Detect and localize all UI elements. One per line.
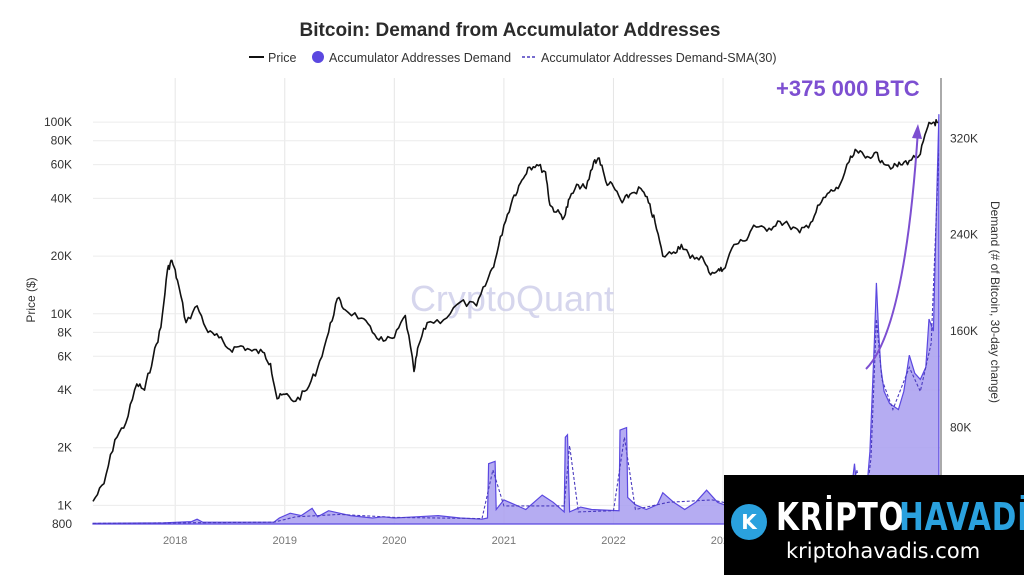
price-line (92, 119, 939, 502)
legend: Price Accumulator Addresses Demand Accum… (249, 51, 777, 65)
left-tick-label: 800 (52, 517, 72, 531)
brand-name-2: HAVADİS (899, 495, 1024, 539)
brand-banner: K KRİPTO HAVADİS kriptohavadis.com (724, 475, 1024, 575)
brand-name-1: KRİPTO (776, 495, 905, 539)
left-tick-label: 60K (51, 158, 72, 172)
x-tick-label: 2020 (382, 535, 406, 547)
legend-sma-label: Accumulator Addresses Demand-SMA(30) (541, 51, 777, 65)
left-axis: 100K 80K 60K 40K 20K 10K 8K 6K 4K 2K 1K 800 (44, 115, 72, 531)
right-tick-label: 160K (950, 324, 978, 338)
left-tick-label: 2K (57, 441, 72, 455)
right-axis-title: Demand (# of Bitcoin, 30-day change) (988, 201, 1002, 403)
demand-area (92, 114, 940, 525)
x-axis: 201820192020202120222023 (163, 535, 735, 547)
brand-logo-icon: K (731, 504, 767, 540)
growth-arrow (865, 129, 919, 370)
legend-demand-label: Accumulator Addresses Demand (329, 51, 511, 65)
annotation-label: +375 000 BTC (776, 76, 920, 101)
brand-url: kriptohavadis.com (786, 539, 981, 563)
x-tick-label: 2019 (273, 535, 297, 547)
right-tick-label: 80K (950, 421, 971, 435)
left-tick-label: 4K (57, 383, 72, 397)
left-tick-label: 100K (44, 115, 72, 129)
chart-title: Bitcoin: Demand from Accumulator Address… (300, 20, 721, 41)
left-tick-label: 10K (51, 307, 72, 321)
left-tick-label: 1K (57, 498, 72, 512)
growth-arrow-head (912, 124, 922, 139)
grid (93, 78, 940, 525)
right-axis: 320K 240K 160K 80K (950, 131, 978, 434)
left-tick-label: 6K (57, 349, 72, 363)
left-tick-label: 20K (51, 249, 72, 263)
watermark: CryptoQuant (410, 278, 614, 319)
x-tick-label: 2021 (492, 535, 516, 547)
x-tick-label: 2022 (601, 535, 625, 547)
left-tick-label: 8K (57, 325, 72, 339)
legend-price-label: Price (268, 51, 297, 65)
left-axis-title: Price ($) (24, 277, 38, 322)
x-tick-label: 2018 (163, 535, 187, 547)
right-tick-label: 320K (950, 131, 978, 145)
left-tick-label: 40K (51, 191, 72, 205)
left-tick-label: 80K (51, 134, 72, 148)
legend-demand-swatch (312, 51, 324, 63)
right-tick-label: 240K (950, 228, 978, 242)
